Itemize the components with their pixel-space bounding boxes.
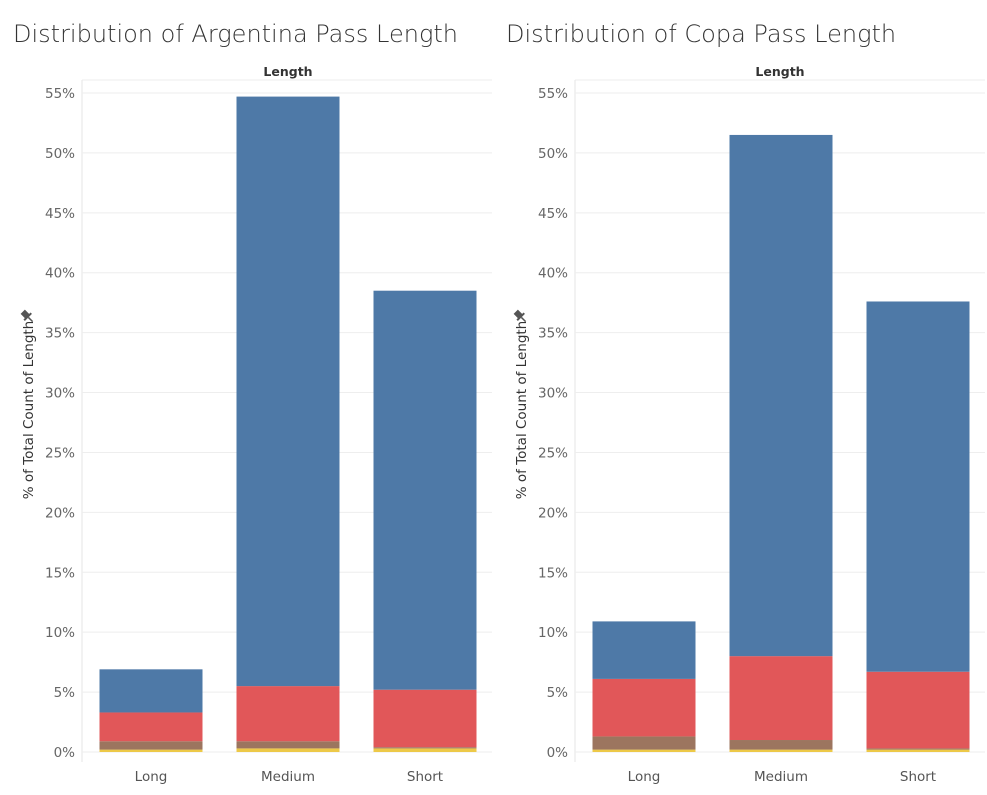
bar-segment[interactable]: [866, 301, 970, 672]
y-tick-label: 50%: [45, 146, 75, 162]
y-tick-label: 25%: [45, 445, 75, 461]
column-header: Length: [263, 64, 312, 79]
x-category-label: Long: [628, 769, 661, 785]
bar-segment[interactable]: [866, 748, 970, 750]
bar-segment[interactable]: [99, 741, 203, 750]
y-tick-label: 15%: [45, 565, 75, 581]
column-header: Length: [755, 64, 804, 79]
y-tick-label: 25%: [538, 445, 568, 461]
bar-segment[interactable]: [866, 671, 970, 749]
y-tick-label: 35%: [538, 326, 568, 342]
bar-segment[interactable]: [729, 656, 833, 741]
y-tick-label: 10%: [45, 625, 75, 641]
y-tick-label: 55%: [538, 86, 568, 102]
bar-segment[interactable]: [729, 740, 833, 750]
y-tick-label: 40%: [538, 266, 568, 282]
x-category-label: Medium: [261, 769, 315, 785]
y-tick-label: 15%: [538, 565, 568, 581]
y-tick-label: 30%: [538, 386, 568, 402]
chart-title: Distribution of Copa Pass Length: [506, 20, 896, 48]
chart-panel-copa: Distribution of Copa Pass Length Length …: [493, 0, 986, 795]
bar-segment[interactable]: [373, 748, 477, 752]
bar-segment[interactable]: [236, 748, 340, 752]
y-tick-label: 35%: [45, 326, 75, 342]
bar-segment[interactable]: [373, 747, 477, 749]
y-axis-label: % of Total Count of Length: [21, 321, 37, 500]
x-category-label: Short: [900, 769, 936, 785]
y-tick-label: 10%: [538, 625, 568, 641]
bar-segment[interactable]: [592, 749, 696, 752]
bar-segment[interactable]: [99, 712, 203, 742]
y-tick-label: 0%: [54, 745, 76, 761]
y-tick-label: 20%: [538, 505, 568, 521]
y-tick-label: 50%: [538, 146, 568, 162]
bar-segment[interactable]: [99, 749, 203, 752]
chart-copa: Distribution of Copa Pass Length Length …: [506, 20, 985, 785]
x-category-label: Short: [407, 769, 443, 785]
bar-segment[interactable]: [592, 736, 696, 750]
bar-segment[interactable]: [373, 689, 477, 748]
bar-segment[interactable]: [592, 621, 696, 679]
y-tick-label: 0%: [547, 745, 569, 761]
bar-segment[interactable]: [592, 678, 696, 737]
pin-icon[interactable]: [512, 308, 529, 325]
bar-segment[interactable]: [866, 749, 970, 752]
y-tick-label: 40%: [45, 266, 75, 282]
bar-segment[interactable]: [373, 290, 477, 690]
y-tick-label: 55%: [45, 86, 75, 102]
bar-segment[interactable]: [729, 749, 833, 752]
y-axis-label: % of Total Count of Length: [514, 321, 530, 500]
y-tick-label: 5%: [54, 685, 76, 701]
chart-title: Distribution of Argentina Pass Length: [13, 20, 458, 48]
pin-icon[interactable]: [19, 308, 36, 325]
chart-argentina: Distribution of Argentina Pass Length Le…: [13, 20, 492, 785]
x-category-label: Medium: [754, 769, 808, 785]
bar-segment[interactable]: [236, 96, 340, 687]
y-tick-label: 45%: [45, 206, 75, 222]
y-tick-label: 5%: [547, 685, 569, 701]
y-tick-label: 45%: [538, 206, 568, 222]
chart-panel-argentina: Distribution of Argentina Pass Length Le…: [0, 0, 493, 795]
bar-segment[interactable]: [236, 741, 340, 749]
bar-segment[interactable]: [729, 134, 833, 657]
y-tick-label: 20%: [45, 505, 75, 521]
y-tick-label: 30%: [45, 386, 75, 402]
x-category-label: Long: [135, 769, 168, 785]
bar-segment[interactable]: [236, 686, 340, 742]
bar-segment[interactable]: [99, 669, 203, 713]
